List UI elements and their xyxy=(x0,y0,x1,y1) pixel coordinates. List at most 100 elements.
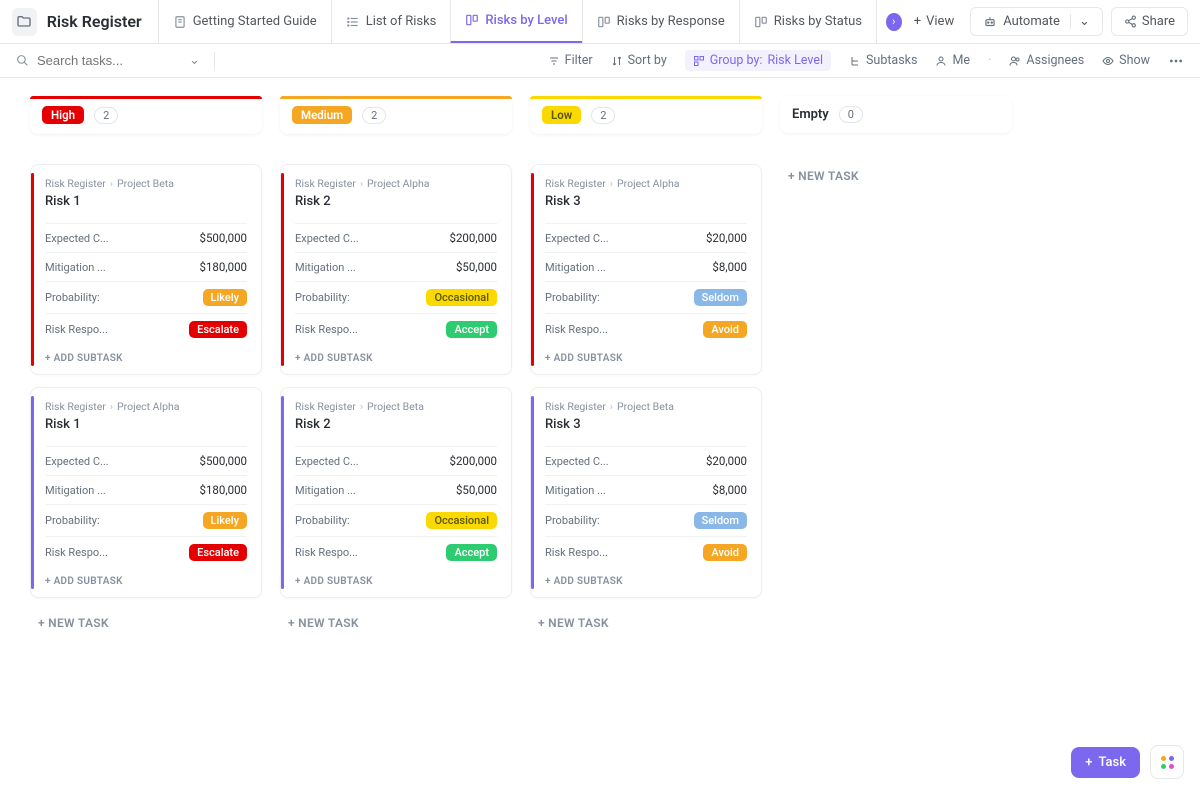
breadcrumb-project[interactable]: Project Alpha xyxy=(617,177,679,190)
tabs: Getting Started Guide List of Risks Risk… xyxy=(158,0,878,43)
field-label: Expected C... xyxy=(545,232,609,245)
search-input[interactable] xyxy=(37,53,177,68)
person-icon xyxy=(935,55,947,67)
tab-label: Risks by Level xyxy=(485,13,567,28)
automate-button[interactable]: Automate ⌄ xyxy=(970,7,1103,36)
column-header-high[interactable]: High 2 xyxy=(30,96,262,134)
show-button[interactable]: Show xyxy=(1102,53,1150,68)
breadcrumb-root[interactable]: Risk Register xyxy=(45,400,106,413)
field-label: Expected C... xyxy=(45,455,109,468)
column-header-medium[interactable]: Medium 2 xyxy=(280,96,512,134)
field-label: Expected C... xyxy=(545,455,609,468)
new-task-button[interactable]: + NEW TASK xyxy=(530,610,762,636)
tab-getting-started[interactable]: Getting Started Guide xyxy=(158,0,331,43)
risk-card[interactable]: Risk Register › Project Beta Risk 3 Expe… xyxy=(530,387,762,598)
tab-costs[interactable]: Costs of xyxy=(876,0,878,43)
field-label: Mitigation ... xyxy=(295,261,356,274)
toolbar: ⌄ Filter Sort by Group by: Risk Level Su… xyxy=(0,44,1200,78)
apps-fab[interactable] xyxy=(1150,745,1184,779)
new-task-button[interactable]: + NEW TASK xyxy=(780,163,1012,189)
risk-card[interactable]: Risk Register › Project Alpha Risk 3 Exp… xyxy=(530,164,762,375)
field-value: $8,000 xyxy=(712,483,747,497)
breadcrumb-root[interactable]: Risk Register xyxy=(545,177,606,190)
subtask-icon xyxy=(849,55,861,67)
field-probability: Probability: Seldom xyxy=(545,281,747,313)
new-task-button[interactable]: + NEW TASK xyxy=(280,610,512,636)
breadcrumb-root[interactable]: Risk Register xyxy=(295,400,356,413)
add-subtask-button[interactable]: + ADD SUBTASK xyxy=(295,345,497,374)
column-low: Low 2 Risk Register › Project Alpha Risk… xyxy=(530,96,762,636)
filter-button[interactable]: Filter xyxy=(548,53,593,68)
add-subtask-button[interactable]: + ADD SUBTASK xyxy=(45,568,247,597)
card-title: Risk 2 xyxy=(295,194,497,209)
risk-card[interactable]: Risk Register › Project Alpha Risk 1 Exp… xyxy=(30,387,262,598)
field-response: Risk Respo... Accept xyxy=(295,536,497,568)
me-label: Me xyxy=(952,53,970,68)
sort-label: Sort by xyxy=(628,53,667,68)
add-subtask-button[interactable]: + ADD SUBTASK xyxy=(545,345,747,374)
card-title: Risk 1 xyxy=(45,417,247,432)
divider xyxy=(214,52,215,70)
risk-card[interactable]: Risk Register › Project Alpha Risk 2 Exp… xyxy=(280,164,512,375)
column-empty: Empty 0 + NEW TASK xyxy=(780,96,1012,189)
share-button[interactable]: Share xyxy=(1111,7,1188,36)
breadcrumb-project[interactable]: Project Alpha xyxy=(367,177,429,190)
filter-label: Filter xyxy=(565,53,593,68)
search-box[interactable]: ⌄ xyxy=(16,53,200,68)
plus-icon: + xyxy=(914,14,921,29)
column-header-empty[interactable]: Empty 0 xyxy=(780,96,1012,133)
new-task-button[interactable]: + NEW TASK xyxy=(30,610,262,636)
field-label: Probability: xyxy=(545,291,600,304)
me-button[interactable]: Me xyxy=(935,53,970,68)
breadcrumb-root[interactable]: Risk Register xyxy=(295,177,356,190)
breadcrumb-project[interactable]: Project Beta xyxy=(367,400,424,413)
tab-risks-response[interactable]: Risks by Response xyxy=(582,0,739,43)
search-icon xyxy=(16,54,29,67)
risk-card[interactable]: Risk Register › Project Beta Risk 2 Expe… xyxy=(280,387,512,598)
tab-list-risks[interactable]: List of Risks xyxy=(331,0,451,43)
new-task-fab[interactable]: + Task xyxy=(1071,747,1140,778)
tabs-scroll-right[interactable]: › xyxy=(886,13,902,31)
probability-tag: Likely xyxy=(203,512,247,529)
field-value: $50,000 xyxy=(456,260,497,274)
field-label: Probability: xyxy=(295,514,350,527)
more-icon[interactable] xyxy=(1168,53,1184,69)
probability-tag: Seldom xyxy=(694,289,747,306)
risk-card[interactable]: Risk Register › Project Beta Risk 1 Expe… xyxy=(30,164,262,375)
field-label: Mitigation ... xyxy=(545,484,606,497)
response-tag: Escalate xyxy=(189,544,247,561)
folder-icon[interactable] xyxy=(12,8,37,36)
group-by-button[interactable]: Group by: Risk Level xyxy=(685,50,831,71)
field-label: Risk Respo... xyxy=(295,323,358,336)
breadcrumb: Risk Register › Project Beta xyxy=(545,400,747,413)
add-subtask-button[interactable]: + ADD SUBTASK xyxy=(45,345,247,374)
field-label: Risk Respo... xyxy=(45,323,108,336)
tab-risks-level[interactable]: Risks by Level xyxy=(450,0,581,43)
breadcrumb-root[interactable]: Risk Register xyxy=(45,177,106,190)
add-subtask-button[interactable]: + ADD SUBTASK xyxy=(295,568,497,597)
tab-risks-status[interactable]: Risks by Status xyxy=(739,0,876,43)
level-pill: High xyxy=(42,106,84,124)
field-label: Risk Respo... xyxy=(545,546,608,559)
add-view-button[interactable]: + View xyxy=(906,8,963,35)
fab-label: Task xyxy=(1098,755,1126,770)
group-value: Risk Level xyxy=(767,53,823,68)
assignees-button[interactable]: Assignees xyxy=(1009,53,1084,68)
field-label: Expected C... xyxy=(295,455,359,468)
column-header-low[interactable]: Low 2 xyxy=(530,96,762,134)
chevron-down-icon[interactable]: ⌄ xyxy=(189,53,200,68)
field-expected-cost: Expected C... $500,000 xyxy=(45,446,247,475)
breadcrumb-project[interactable]: Project Alpha xyxy=(117,400,179,413)
view-label: View xyxy=(926,14,954,29)
field-label: Risk Respo... xyxy=(545,323,608,336)
card-title: Risk 1 xyxy=(45,194,247,209)
field-label: Mitigation ... xyxy=(545,261,606,274)
breadcrumb-project[interactable]: Project Beta xyxy=(617,400,674,413)
breadcrumb-root[interactable]: Risk Register xyxy=(545,400,606,413)
field-expected-cost: Expected C... $500,000 xyxy=(45,223,247,252)
subtasks-button[interactable]: Subtasks xyxy=(849,53,917,68)
breadcrumb-project[interactable]: Project Beta xyxy=(117,177,174,190)
response-tag: Avoid xyxy=(703,321,747,338)
add-subtask-button[interactable]: + ADD SUBTASK xyxy=(545,568,747,597)
sort-button[interactable]: Sort by xyxy=(611,53,667,68)
